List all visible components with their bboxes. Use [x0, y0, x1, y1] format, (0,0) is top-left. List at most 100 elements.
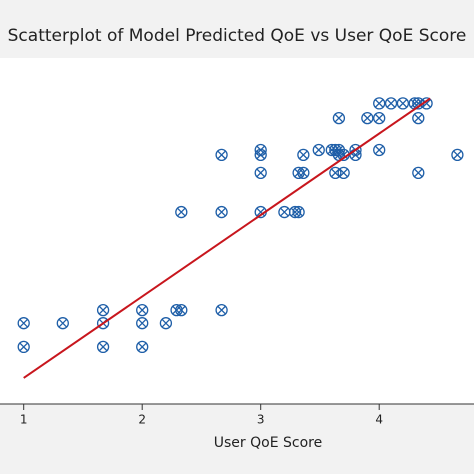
- marker-cross: [413, 113, 423, 123]
- data-point: [373, 111, 386, 125]
- marker-circle: [17, 340, 30, 354]
- marker-cross: [314, 145, 324, 155]
- data-point: [361, 111, 374, 125]
- marker-circle: [159, 317, 173, 330]
- x-tick-label: 2: [138, 413, 146, 427]
- marker-cross: [294, 207, 303, 217]
- marker-circle: [329, 166, 342, 180]
- marker-circle: [56, 317, 69, 330]
- marker-cross: [161, 318, 171, 328]
- marker-circle: [96, 303, 110, 317]
- marker-circle: [412, 166, 425, 180]
- data-point: [215, 148, 228, 162]
- data-point: [17, 340, 30, 354]
- marker-cross: [280, 207, 289, 217]
- marker-cross: [334, 145, 344, 155]
- marker-cross: [398, 99, 408, 108]
- marker-cross: [137, 342, 147, 352]
- marker-cross: [217, 150, 226, 160]
- marker-cross: [256, 207, 266, 217]
- marker-cross: [256, 145, 266, 155]
- marker-circle: [412, 111, 425, 125]
- marker-cross: [19, 318, 29, 328]
- data-point: [297, 148, 310, 162]
- marker-circle: [361, 111, 374, 125]
- x-tick-label: 4: [375, 413, 383, 427]
- marker-circle: [215, 303, 228, 317]
- data-point: [312, 143, 325, 157]
- data-point: [396, 97, 410, 110]
- marker-cross: [58, 318, 68, 328]
- marker-circle: [384, 97, 398, 110]
- marker-cross: [374, 145, 384, 155]
- data-point: [175, 205, 188, 219]
- marker-cross: [19, 342, 29, 352]
- marker-cross: [339, 168, 348, 178]
- marker-circle: [332, 111, 346, 125]
- marker-cross: [334, 113, 344, 123]
- data-point: [17, 317, 30, 330]
- marker-cross: [217, 207, 226, 217]
- marker-cross: [363, 113, 372, 123]
- marker-circle: [337, 166, 350, 180]
- data-point: [420, 97, 433, 110]
- data-point: [215, 205, 228, 219]
- marker-circle: [451, 148, 464, 162]
- data-point: [254, 166, 267, 180]
- data-point: [384, 97, 398, 110]
- data-point: [56, 317, 69, 330]
- marker-cross: [374, 113, 384, 123]
- data-point: [332, 111, 346, 125]
- data-point: [451, 148, 464, 162]
- data-point: [96, 340, 110, 354]
- marker-circle: [17, 317, 30, 330]
- marker-cross: [299, 150, 308, 160]
- marker-cross: [137, 305, 147, 315]
- data-point: [297, 166, 310, 180]
- marker-circle: [292, 205, 305, 219]
- data-point: [329, 166, 342, 180]
- marker-cross: [422, 99, 431, 108]
- data-point: [254, 143, 267, 157]
- marker-circle: [396, 97, 410, 110]
- x-axis-label: User QoE Score: [214, 435, 322, 451]
- marker-circle: [215, 205, 228, 219]
- marker-circle: [373, 111, 386, 125]
- data-point: [136, 317, 149, 330]
- marker-circle: [325, 143, 338, 157]
- marker-cross: [256, 168, 266, 178]
- marker-cross: [98, 342, 108, 352]
- data-point: [136, 340, 149, 354]
- marker-circle: [175, 303, 188, 317]
- marker-circle: [136, 340, 149, 354]
- data-point: [159, 317, 173, 330]
- marker-cross: [413, 168, 423, 178]
- marker-circle: [254, 166, 267, 180]
- marker-circle: [312, 143, 325, 157]
- fit-line: [23, 97, 431, 379]
- chart-title: Scatterplot of Model Predicted QoE vs Us…: [8, 26, 467, 46]
- marker-circle: [215, 148, 228, 162]
- marker-circle: [332, 143, 346, 157]
- data-point: [412, 111, 425, 125]
- marker-circle: [288, 205, 302, 219]
- data-point: [288, 205, 302, 219]
- data-point: [337, 166, 350, 180]
- marker-cross: [137, 318, 147, 328]
- marker-cross: [453, 150, 462, 160]
- marker-circle: [96, 340, 110, 354]
- marker-cross: [176, 207, 186, 217]
- marker-circle: [96, 317, 110, 330]
- marker-cross: [410, 99, 420, 108]
- data-point: [373, 143, 386, 157]
- marker-circle: [373, 97, 386, 110]
- marker-cross: [176, 305, 186, 315]
- data-point: [292, 205, 305, 219]
- marker-cross: [386, 99, 396, 108]
- data-point: [136, 303, 149, 317]
- marker-circle: [254, 143, 267, 157]
- marker-cross: [299, 168, 308, 178]
- data-point: [412, 166, 425, 180]
- marker-circle: [373, 143, 386, 157]
